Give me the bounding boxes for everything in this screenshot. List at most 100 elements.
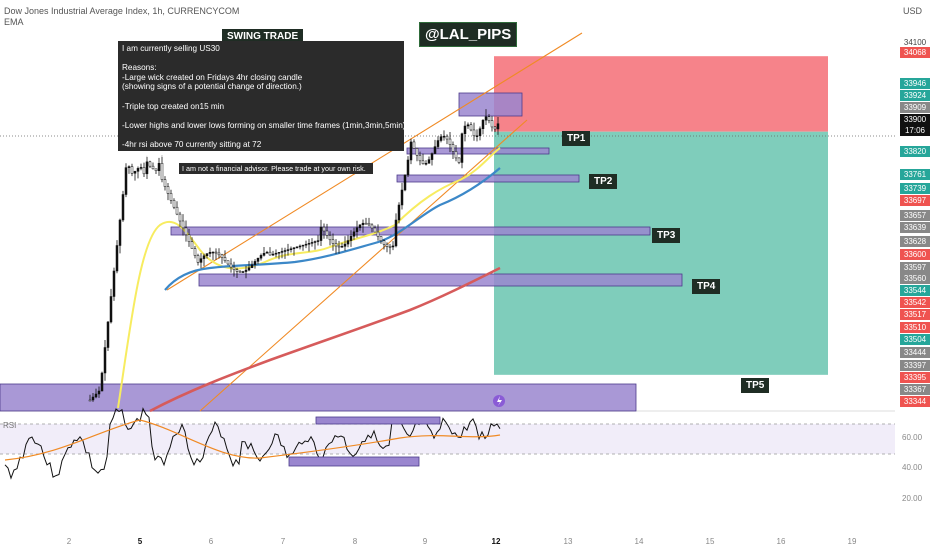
candle-body <box>265 251 269 254</box>
candle-body <box>295 246 299 249</box>
candle-body <box>412 141 416 149</box>
candle-body <box>397 204 401 221</box>
candle-body <box>418 155 422 162</box>
candle-body <box>457 157 461 163</box>
candle-body <box>178 213 182 222</box>
time-tick-label: 15 <box>705 537 715 546</box>
zone-tp4 <box>198 273 683 287</box>
indicator-label: EMA <box>4 17 24 27</box>
candle-body <box>478 128 482 136</box>
price-label-33395: 33395 <box>900 372 930 383</box>
candle-body <box>142 167 146 175</box>
currency-label: USD <box>903 6 923 16</box>
ema-yellow-line <box>117 147 501 409</box>
price-label-33542: 33542 <box>900 297 930 308</box>
candle-body <box>343 243 347 247</box>
candle-body <box>352 231 356 237</box>
candle-body <box>391 245 395 248</box>
candle-body <box>382 240 386 245</box>
stop-loss-zone <box>494 56 828 132</box>
candle-body <box>415 148 419 156</box>
candle-body <box>430 153 434 160</box>
candle-body <box>136 168 140 172</box>
candle-body <box>259 255 263 259</box>
candle-body <box>328 235 332 241</box>
time-tick-label: 19 <box>847 537 857 546</box>
ema-red-line <box>149 266 501 413</box>
price-label-33909: 33909 <box>900 102 930 113</box>
candle-body <box>103 347 107 374</box>
candle-body <box>367 222 371 226</box>
candle-body <box>370 224 374 229</box>
candle-body <box>346 240 350 245</box>
price-label-33697: 33697 <box>900 195 930 206</box>
price-label-33510: 33510 <box>900 322 930 333</box>
analysis-note: I am currently selling US30 Reasons: -La… <box>118 41 405 159</box>
candle-body <box>148 161 152 167</box>
candle-body <box>445 135 449 140</box>
candle-body <box>349 236 353 241</box>
time-tick-label: 7 <box>280 537 286 546</box>
candle-body <box>217 252 221 256</box>
price-label-33924: 33924 <box>900 90 930 101</box>
candle-body <box>286 249 290 251</box>
candle-body <box>373 227 377 233</box>
price-label-34068: 34068 <box>900 47 930 58</box>
candle-body <box>256 257 260 262</box>
candle-body <box>109 296 113 323</box>
candle-body <box>301 244 305 247</box>
candle-body <box>262 253 266 256</box>
candle-body <box>487 116 491 121</box>
candle-body <box>280 251 284 253</box>
price-label-33600: 33600 <box>900 249 930 260</box>
candle-body <box>298 245 302 248</box>
candle-body <box>283 250 287 252</box>
candle-body <box>133 171 137 174</box>
candle-body <box>196 255 200 263</box>
time-tick-label: 16 <box>776 537 786 546</box>
candle-body <box>208 252 212 254</box>
candle-body <box>172 200 176 208</box>
candle-body <box>400 189 404 206</box>
candle-body <box>139 167 143 169</box>
price-label-33739: 33739 <box>900 183 930 194</box>
candle-body <box>379 236 383 242</box>
candle-body <box>421 160 425 165</box>
candle-body <box>187 234 191 242</box>
candle-body <box>448 138 452 145</box>
candle-countdown: 17:06 <box>900 125 930 136</box>
candle-body <box>238 271 242 273</box>
time-tick-label: 13 <box>563 537 573 546</box>
time-tick-label: 14 <box>634 537 644 546</box>
trendline-lower <box>199 119 528 412</box>
candle-body <box>160 163 164 180</box>
candle-body <box>436 140 440 147</box>
time-tick-label: 5 <box>137 537 143 546</box>
candle-body <box>466 124 470 127</box>
candle-body <box>334 243 338 247</box>
candle-body <box>151 165 155 170</box>
candle-body <box>181 220 185 229</box>
candle-body <box>427 159 431 164</box>
swing-trade-label: SWING TRADE <box>222 29 304 44</box>
rsi-band <box>0 424 895 454</box>
tp4-label: TP4 <box>692 279 721 294</box>
candle-body <box>361 222 365 226</box>
candle-body <box>127 166 131 168</box>
zone-tp1 <box>406 147 550 155</box>
candle-body <box>403 174 407 191</box>
zone-entry <box>458 92 523 117</box>
candle-body <box>253 261 257 265</box>
candle-body <box>331 239 335 244</box>
candle-body <box>115 245 119 272</box>
candle-body <box>124 167 128 195</box>
price-label-33820: 33820 <box>900 146 930 157</box>
candle-body <box>211 251 215 254</box>
time-tick-label: 9 <box>422 537 428 546</box>
candle-body <box>481 119 485 130</box>
candle-body <box>394 219 398 247</box>
candle-body <box>274 252 278 255</box>
lightning-bolt <box>497 396 502 406</box>
candle-body <box>496 123 500 130</box>
